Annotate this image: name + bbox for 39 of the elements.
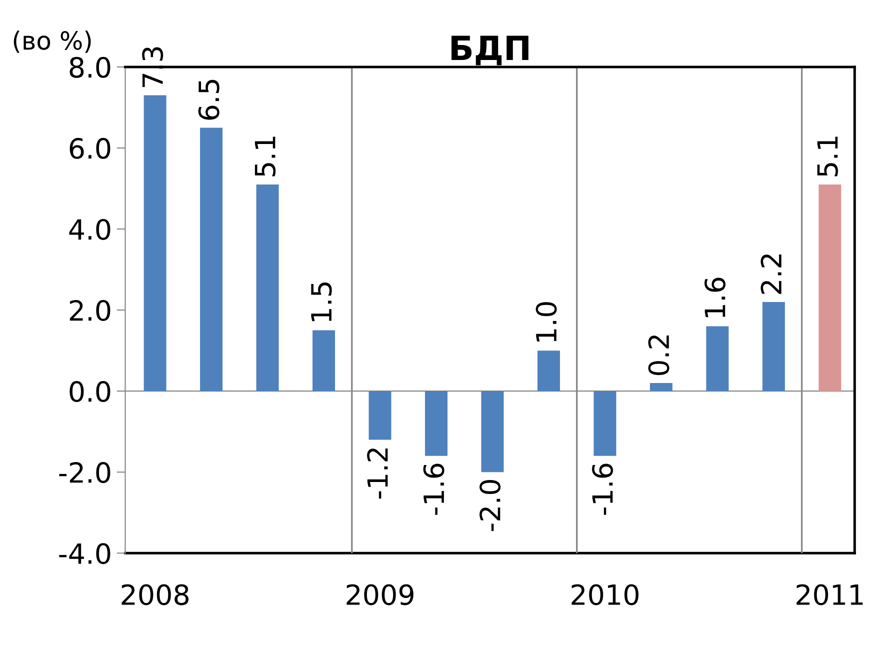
data-label: 0.2 [648, 336, 670, 376]
data-label: 5.1 [254, 136, 276, 176]
data-label: -1.6 [592, 464, 614, 515]
bar [200, 128, 223, 392]
bar [424, 391, 448, 456]
bar [537, 350, 560, 392]
x-tick-label: 2009 [346, 584, 414, 606]
data-label: -1.2 [367, 448, 388, 499]
data-label: 6.5 [198, 80, 220, 120]
data-label: 1.6 [704, 278, 726, 318]
y-tick-label: 2.0 [70, 300, 110, 321]
bar [481, 391, 504, 472]
x-tick-label: 2008 [122, 584, 188, 606]
data-label: 1.5 [311, 282, 332, 322]
y-tick-label: 4.0 [69, 218, 110, 240]
data-label: 5.1 [817, 136, 838, 176]
chart-title: БДП [452, 36, 528, 66]
bar [594, 391, 616, 456]
y-tick-label: 6.0 [70, 138, 110, 159]
y-axis-title: (во %) [14, 30, 91, 53]
x-tick-label: 2011 [796, 584, 863, 606]
bar [312, 330, 336, 392]
y-tick-label: 8.0 [70, 56, 110, 78]
x-tick-label: 2010 [572, 584, 638, 606]
bar [762, 302, 785, 392]
bar [256, 184, 279, 392]
bar [818, 184, 842, 392]
bar [706, 326, 729, 392]
data-label: 1.0 [536, 302, 557, 342]
y-tick-label: -4.0 [59, 543, 110, 564]
bar [144, 95, 166, 392]
bar [368, 391, 392, 440]
y-tick-label: -2.0 [59, 462, 110, 484]
bar [650, 382, 672, 392]
data-label: 7.3 [142, 47, 164, 87]
data-label: -1.6 [423, 464, 444, 515]
y-tick-label: 0.0 [70, 381, 110, 402]
data-label: -2.0 [480, 480, 501, 532]
data-label: 2.2 [760, 254, 782, 294]
